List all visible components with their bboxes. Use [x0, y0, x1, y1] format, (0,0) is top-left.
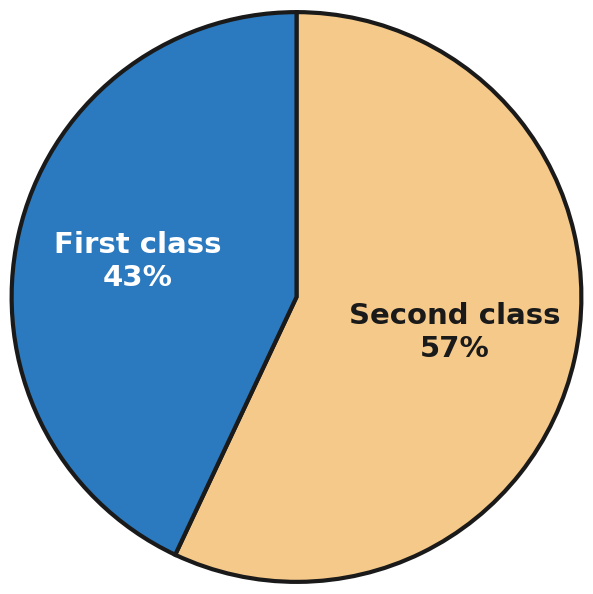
Text: First class
43%: First class 43%	[55, 232, 222, 292]
Wedge shape	[175, 12, 581, 582]
Text: Second class
57%: Second class 57%	[349, 302, 561, 362]
Wedge shape	[12, 12, 296, 555]
